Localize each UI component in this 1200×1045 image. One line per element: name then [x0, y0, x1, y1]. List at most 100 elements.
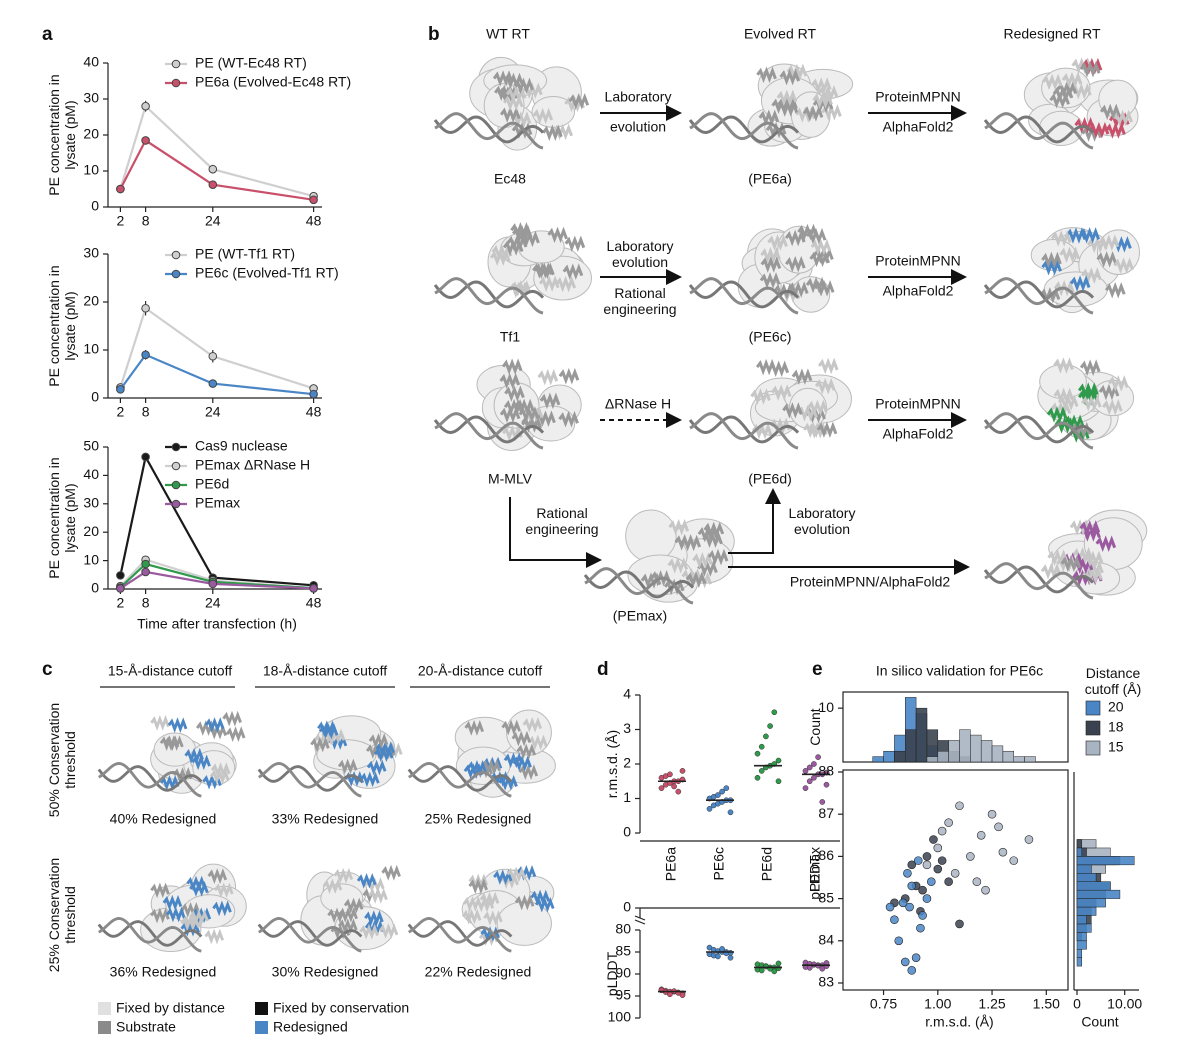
- helix: [514, 894, 535, 911]
- y-tick-label: 40: [83, 54, 99, 70]
- helix: [210, 762, 231, 778]
- point: [208, 379, 218, 388]
- helix: [150, 907, 170, 924]
- scatter-point: [922, 860, 932, 870]
- dna-strand: [98, 762, 202, 798]
- strip-point: [811, 774, 817, 781]
- scatter-point: [890, 915, 899, 925]
- structure-label: (PE6a): [748, 171, 792, 187]
- legend-label: PE6c (Evolved-Tf1 RT): [195, 265, 339, 281]
- legend-label: PEmax: [195, 495, 240, 511]
- y-axis-label-text: PE concentration in lysate (pM): [45, 265, 78, 387]
- axis-break: [634, 915, 646, 921]
- dna-strand: [258, 762, 362, 798]
- helix: [356, 872, 377, 889]
- helix: [777, 100, 799, 117]
- x-tick-label: 1.50: [1033, 996, 1060, 1012]
- legend-swatch: [1085, 720, 1101, 736]
- helix: [497, 86, 519, 103]
- x-tick-label: PEmax: [807, 847, 823, 892]
- scatter-point: [885, 902, 895, 912]
- hist-bar: [1024, 756, 1036, 763]
- arrow-label-text: Laboratory evolution: [606, 237, 674, 270]
- point: [309, 389, 318, 399]
- y-axis-label: PE concentration in lysate (pM): [46, 457, 78, 578]
- helix: [503, 72, 524, 90]
- panel-label: b: [428, 24, 440, 45]
- helix: [785, 255, 806, 273]
- helix: [189, 909, 209, 926]
- helix: [1074, 116, 1095, 134]
- legend-marker: [171, 59, 181, 69]
- helix: [511, 730, 532, 747]
- helix: [375, 741, 396, 757]
- helix: [1077, 388, 1099, 406]
- point: [309, 195, 318, 205]
- scatter-point: [998, 847, 1008, 857]
- column-header: 18-Å-distance cutoff: [263, 663, 387, 679]
- helix: [483, 910, 503, 926]
- x-tick-label: 8: [142, 404, 150, 420]
- protein-structure: [583, 509, 735, 605]
- scatter-point: [918, 885, 927, 895]
- arrow: [509, 497, 602, 568]
- row-header-text: 50% Conservation threshold: [45, 702, 78, 818]
- strip-point: [823, 781, 830, 788]
- row-header-text: 25% Conservation threshold: [45, 857, 78, 973]
- helix: [510, 221, 531, 239]
- helix: [564, 235, 586, 252]
- x-tick-label: 48: [306, 213, 322, 229]
- helix: [797, 405, 818, 422]
- y-tick-label: 0: [91, 389, 99, 405]
- helix: [1057, 394, 1079, 411]
- helix: [552, 123, 574, 141]
- hist-bar: [926, 756, 939, 763]
- strip-point: [758, 967, 765, 974]
- structure-label: Ec48: [494, 171, 526, 187]
- hist-bar: [1076, 948, 1083, 958]
- strip-point: [758, 768, 765, 774]
- arrow: [728, 488, 781, 554]
- protein-structure: [688, 223, 835, 315]
- hist-bar: [894, 750, 906, 763]
- helix: [518, 764, 539, 781]
- helix: [317, 720, 337, 737]
- helix: [534, 896, 555, 913]
- hist-bar: [1076, 873, 1097, 882]
- hist-bar: [1076, 932, 1087, 942]
- strip-point: [806, 778, 813, 785]
- dna-strand: [98, 917, 202, 953]
- legend-label: PE6d: [195, 476, 229, 492]
- strip-point: [819, 799, 826, 805]
- helix: [1082, 550, 1104, 568]
- y-tick-label: 83: [818, 974, 834, 990]
- hist-bar: [1076, 906, 1097, 916]
- x-tick-label: 2: [117, 595, 125, 611]
- helix: [1052, 85, 1074, 103]
- legend-label: PE6a (Evolved-Ec48 RT): [195, 74, 351, 90]
- helix: [209, 768, 230, 785]
- helix: [807, 422, 828, 439]
- helix: [1046, 406, 1068, 423]
- helix: [814, 377, 836, 395]
- dna-strand: [258, 917, 362, 953]
- helix: [1102, 398, 1123, 416]
- helix: [467, 759, 487, 776]
- protein-structure: [97, 863, 247, 953]
- helix: [1041, 73, 1063, 91]
- helix: [506, 234, 528, 252]
- strip-point: [658, 785, 665, 792]
- helix: [1081, 394, 1102, 412]
- helix: [1108, 375, 1129, 392]
- strip-point: [775, 960, 782, 967]
- helix: [750, 388, 771, 405]
- helix: [1079, 227, 1101, 244]
- legend-marker: [171, 480, 181, 490]
- y-tick-label: 30: [83, 90, 99, 106]
- helix: [1100, 103, 1121, 121]
- helix: [516, 743, 537, 760]
- helix: [225, 726, 246, 743]
- arrow-label: Laboratory evolution: [789, 505, 856, 537]
- strip-point: [715, 792, 721, 798]
- helix: [150, 882, 170, 899]
